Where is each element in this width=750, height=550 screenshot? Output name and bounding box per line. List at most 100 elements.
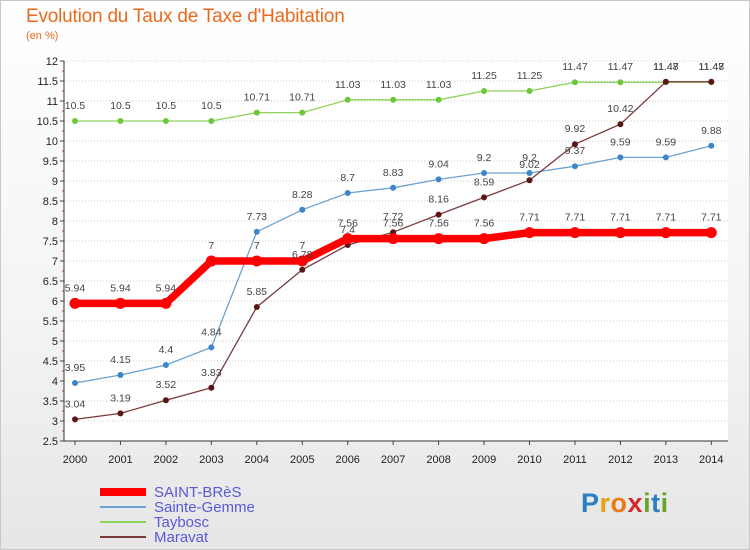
y-tick-label: 2.5 bbox=[43, 436, 58, 448]
x-tick-label: 2005 bbox=[290, 454, 314, 466]
data-label-0: 7.71 bbox=[565, 212, 586, 224]
data-label-2: 11.47 bbox=[608, 61, 634, 73]
series-point-1 bbox=[435, 176, 442, 183]
x-tick-label: 2000 bbox=[63, 454, 87, 466]
series-point-3 bbox=[253, 304, 260, 310]
series-point-0 bbox=[205, 255, 217, 267]
series-point-3 bbox=[708, 78, 715, 85]
data-label-0: 5.94 bbox=[65, 282, 86, 294]
data-label-2: 10.5 bbox=[201, 100, 222, 112]
data-label-0: 7.56 bbox=[428, 218, 449, 230]
data-label-1: 9.37 bbox=[565, 145, 586, 157]
data-label-1: 8.7 bbox=[340, 172, 355, 184]
data-label-2: 10.71 bbox=[289, 92, 315, 104]
x-tick-label: 2006 bbox=[335, 454, 359, 466]
legend-label-0: SAINT-BRèS bbox=[154, 484, 242, 501]
series-point-0 bbox=[160, 297, 172, 309]
x-tick-label: 2007 bbox=[381, 454, 405, 466]
x-tick-label: 2013 bbox=[654, 454, 678, 466]
series-point-0 bbox=[524, 227, 535, 239]
y-tick-label: 11 bbox=[47, 96, 58, 108]
series-point-1 bbox=[526, 170, 533, 176]
series-point-3 bbox=[72, 416, 78, 423]
y-tick-label: 9 bbox=[52, 176, 58, 188]
data-label-2: 10.5 bbox=[110, 100, 131, 112]
y-tick-label: 6.5 bbox=[43, 276, 58, 288]
data-label-1: 7.73 bbox=[247, 211, 268, 223]
data-label-3: 11.48 bbox=[699, 61, 725, 73]
logo-letter: P bbox=[581, 488, 600, 518]
data-label-0: 5.94 bbox=[110, 282, 131, 294]
series-point-0 bbox=[705, 227, 717, 239]
x-tick-label: 2008 bbox=[426, 454, 450, 466]
y-tick-label: 9.5 bbox=[43, 156, 58, 168]
series-point-3 bbox=[162, 397, 169, 404]
data-label-1: 9.59 bbox=[610, 136, 631, 148]
series-point-2 bbox=[571, 79, 578, 86]
x-tick-label: 2011 bbox=[563, 454, 587, 466]
legend-label-2: Taybosc bbox=[154, 514, 210, 531]
data-label-0: 7 bbox=[254, 240, 260, 252]
data-label-3: 11.48 bbox=[653, 61, 679, 73]
series-point-1 bbox=[162, 362, 169, 368]
y-tick-label: 7.5 bbox=[43, 236, 58, 248]
data-label-0: 7 bbox=[208, 240, 214, 252]
data-label-3: 5.85 bbox=[247, 286, 268, 298]
y-tick-label: 11.5 bbox=[37, 76, 58, 88]
y-tick-label: 4 bbox=[52, 376, 58, 388]
data-label-0: 7.71 bbox=[701, 212, 722, 224]
series-point-3 bbox=[662, 78, 669, 85]
x-tick-label: 2001 bbox=[108, 454, 132, 466]
logo-letter: t bbox=[651, 488, 661, 518]
y-tick-label: 3 bbox=[52, 416, 58, 428]
series-point-1 bbox=[390, 184, 397, 191]
data-label-2: 11.03 bbox=[380, 79, 406, 91]
series-point-1 bbox=[708, 142, 715, 149]
x-tick-label: 2014 bbox=[699, 454, 723, 466]
series-point-3 bbox=[481, 194, 488, 201]
y-tick-label: 10.5 bbox=[37, 116, 58, 128]
data-label-2: 11.25 bbox=[471, 70, 497, 82]
logo-letter: i bbox=[643, 488, 652, 518]
data-label-3: 7.4 bbox=[340, 224, 355, 236]
series-point-2 bbox=[526, 88, 533, 94]
data-label-2: 11.47 bbox=[699, 61, 725, 73]
series-point-1 bbox=[117, 372, 124, 378]
data-label-3: 8.16 bbox=[428, 194, 449, 206]
y-tick-label: 5.5 bbox=[43, 316, 58, 328]
data-label-3: 9.02 bbox=[519, 159, 540, 171]
data-label-2: 11.03 bbox=[426, 79, 452, 91]
data-label-2: 11.25 bbox=[517, 70, 543, 82]
series-point-1 bbox=[571, 163, 578, 170]
series-point-1 bbox=[253, 228, 260, 235]
y-tick-label: 4.5 bbox=[43, 356, 58, 368]
legend-label-3: Maravat bbox=[154, 529, 209, 546]
y-tick-label: 7 bbox=[52, 256, 58, 268]
series-point-1 bbox=[299, 206, 306, 213]
data-label-2: 10.5 bbox=[65, 100, 86, 112]
chart-title: Evolution du Taux de Taxe d'Habitation bbox=[26, 6, 345, 27]
data-label-3: 3.19 bbox=[110, 392, 131, 404]
series-point-1 bbox=[481, 170, 488, 176]
data-label-0: 7.71 bbox=[656, 212, 677, 224]
series-point-2 bbox=[481, 88, 488, 94]
data-label-1: 9.59 bbox=[656, 136, 677, 148]
series-point-3 bbox=[117, 410, 124, 417]
legend-label-1: Sainte-Gemme bbox=[154, 499, 255, 516]
x-tick-label: 2009 bbox=[472, 454, 496, 466]
series-point-0 bbox=[433, 233, 445, 245]
chart-unit: (en %) bbox=[26, 30, 59, 42]
logo-letter: o bbox=[610, 488, 628, 518]
series-point-3 bbox=[435, 211, 442, 218]
series-point-2 bbox=[117, 118, 124, 124]
data-label-3: 7.72 bbox=[383, 211, 404, 223]
series-point-3 bbox=[526, 177, 533, 184]
series-point-3 bbox=[617, 121, 624, 128]
series-point-2 bbox=[344, 96, 351, 103]
y-tick-label: 10 bbox=[46, 136, 58, 148]
plot-area bbox=[64, 61, 728, 441]
data-label-1: 9.04 bbox=[428, 158, 449, 170]
data-label-1: 8.83 bbox=[383, 167, 404, 179]
series-point-2 bbox=[162, 118, 169, 124]
